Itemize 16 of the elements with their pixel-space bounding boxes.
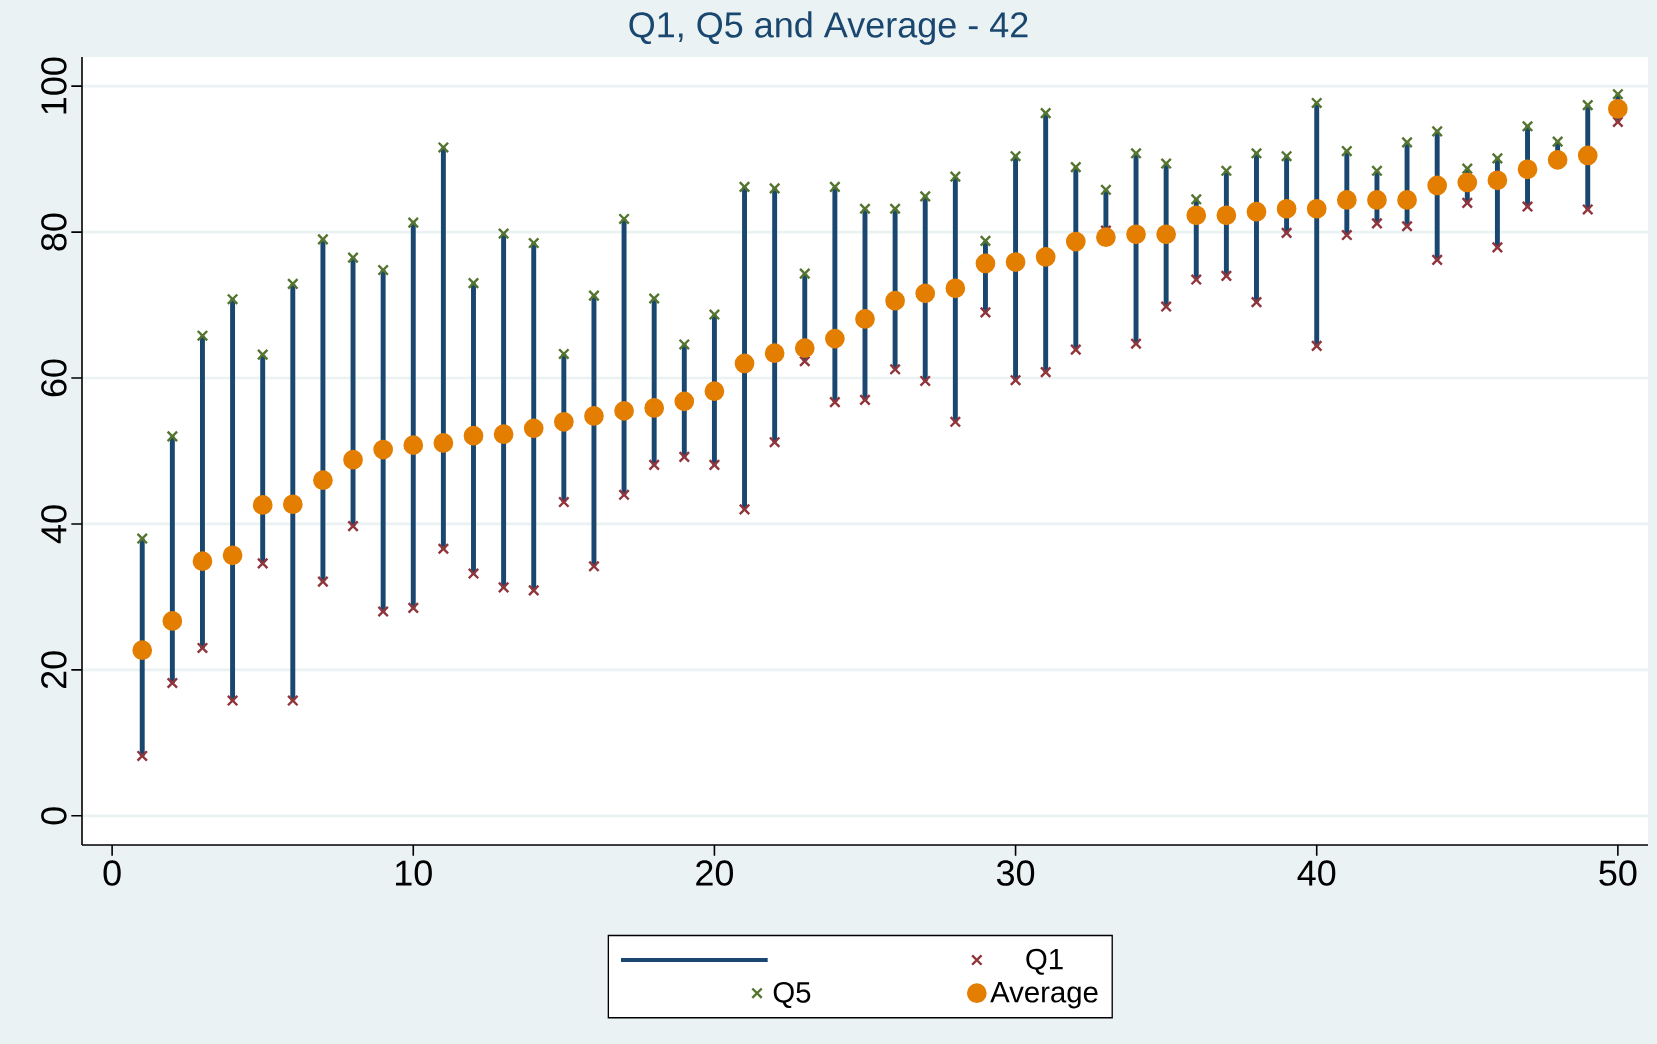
x-tick-label: 40 <box>1297 860 1336 886</box>
legend-label: Q1 <box>1026 948 1063 975</box>
x-tick-label: 50 <box>1599 860 1637 886</box>
y-tick-label: 0 <box>41 807 67 825</box>
y-tick-label: 100 <box>41 57 67 114</box>
legend-label: Average <box>990 982 1098 1009</box>
x-tick-label: 30 <box>996 860 1035 886</box>
legend-label: Q5 <box>773 981 811 1008</box>
y-tick-label: 20 <box>41 651 67 689</box>
y-tick-label: 80 <box>41 213 67 251</box>
chart-title: Q1, Q5 and Average - 42 <box>629 11 1028 45</box>
y-tick-label: 60 <box>41 359 67 397</box>
x-tick-label: 0 <box>103 860 121 886</box>
x-tick-label: 20 <box>696 860 734 886</box>
x-tick-label: 10 <box>395 860 432 886</box>
y-tick-label: 40 <box>41 505 67 544</box>
